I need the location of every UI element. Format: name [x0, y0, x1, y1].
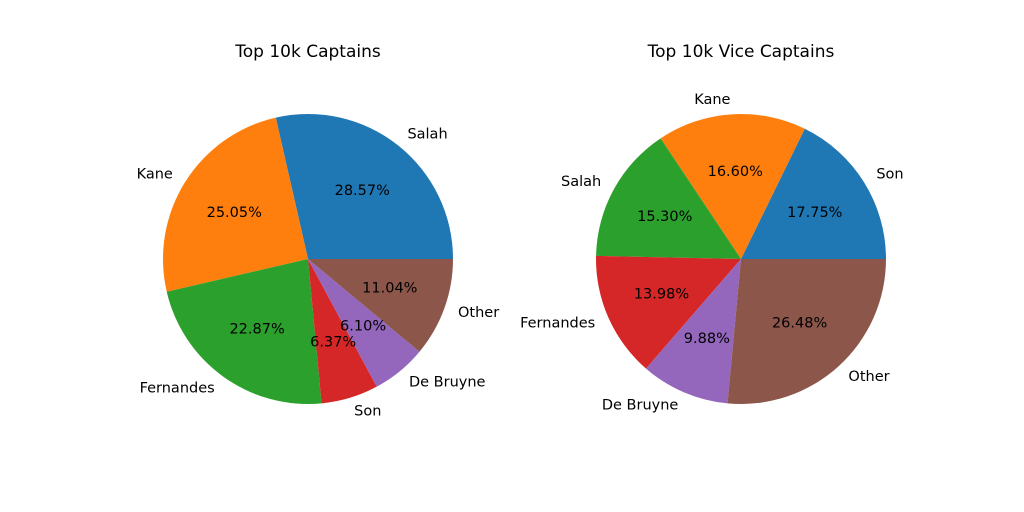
slice-label: Other: [458, 305, 499, 321]
chart-title: Top 10k Vice Captains: [647, 42, 835, 62]
slice-label: Salah: [561, 174, 601, 190]
slice-percent-label: 6.10%: [340, 318, 386, 334]
pie-slice-son: [308, 259, 377, 404]
captains-pie-chart: Top 10k Captains Salah 28.57% Kane 25.05% Fe…: [137, 42, 500, 420]
slice-percent-label: 11.04%: [362, 281, 417, 297]
slice-label: De Bruyne: [602, 398, 679, 414]
pie-slice-fernandes: [166, 259, 322, 404]
pie-slice-de-bruyne: [646, 259, 741, 404]
slice-percent-label: 26.48%: [772, 315, 827, 331]
pie-slice-de-bruyne: [308, 259, 420, 387]
slice-percent-label: 25.05%: [207, 205, 262, 221]
slice-label: De Bruyne: [409, 374, 486, 390]
slice-percent-label: 17.75%: [787, 205, 842, 221]
slice-percent-label: 22.87%: [229, 322, 284, 338]
pie-slice-son: [741, 128, 886, 259]
chart-title: Top 10k Captains: [234, 42, 381, 62]
pie-slice-salah: [275, 114, 453, 260]
slice-percent-label: 6.37%: [310, 334, 356, 350]
pie-slice-other: [308, 259, 453, 352]
slice-label: Salah: [407, 126, 447, 142]
slice-label: Son: [354, 404, 381, 420]
slice-label: Fernandes: [140, 380, 215, 396]
pie-slice-salah: [596, 138, 741, 259]
slice-label: Other: [848, 369, 889, 385]
pie-slice-kane: [660, 114, 805, 259]
slice-percent-label: 28.57%: [335, 183, 390, 199]
slice-percent-label: 9.88%: [684, 331, 730, 347]
pie-slice-kane: [163, 117, 308, 292]
slice-label: Kane: [694, 92, 730, 108]
pie-slice-fernandes: [596, 255, 741, 369]
slice-percent-label: 16.60%: [708, 164, 763, 180]
slice-percent-label: 13.98%: [634, 286, 689, 302]
slice-percent-label: 15.30%: [637, 209, 692, 225]
slice-label: Kane: [137, 166, 173, 182]
pie-slice-other: [727, 259, 886, 404]
vice-captains-pie-chart: Top 10k Vice Captains Son 17.75% Kane 16.60…: [520, 42, 904, 414]
slice-label: Son: [876, 167, 903, 183]
slice-label: Fernandes: [520, 316, 595, 332]
